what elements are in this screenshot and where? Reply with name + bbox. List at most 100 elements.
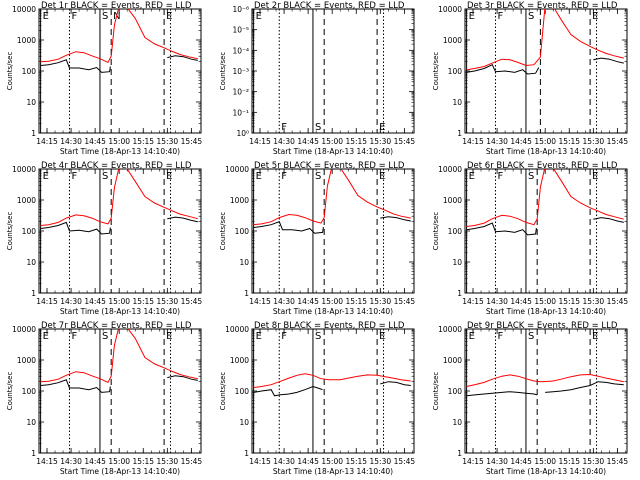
marker-label: S xyxy=(102,11,108,22)
series-lld-line xyxy=(253,373,411,388)
plot-title: Det 3r BLACK = Events, RED = LLD xyxy=(467,1,618,11)
x-tick-label: 15:00 xyxy=(321,457,343,466)
marker-label: F xyxy=(497,11,503,22)
y-tick-label: 1000 xyxy=(443,356,462,365)
marker-label: S xyxy=(528,11,534,22)
y-tick-label: 10000 xyxy=(225,325,249,334)
y-tick-label: 10 xyxy=(26,418,36,427)
x-tick-label: 14:30 xyxy=(273,137,295,146)
plot-frame xyxy=(251,328,415,454)
plot-title: Det 8r BLACK = Events, RED = LLD xyxy=(254,321,405,331)
y-tick-label: 10 xyxy=(452,258,462,267)
marker-label: E xyxy=(166,11,172,22)
x-tick-label: 15:00 xyxy=(108,457,130,466)
plot-frame xyxy=(464,328,628,454)
series-events-line xyxy=(466,64,540,75)
x-tick-label: 15:45 xyxy=(181,457,203,466)
y-axis-label: Counts/sec xyxy=(432,52,440,91)
y-tick-label: 10000 xyxy=(12,5,36,14)
plot-title: Det 1r BLACK = Events, RED = LLD xyxy=(41,1,192,11)
y-tick-label: 10⁻² xyxy=(232,88,249,97)
x-tick-label: 15:30 xyxy=(157,457,179,466)
y-tick-label: 10 xyxy=(452,98,462,107)
x-tick-label: 15:00 xyxy=(534,457,556,466)
y-axis-label: Counts/sec xyxy=(432,212,440,251)
marker-label: E xyxy=(469,331,475,342)
x-axis-label: Start Time (18-Apr-13 14:10:40) xyxy=(60,307,180,316)
series-lld-line xyxy=(466,9,624,71)
x-tick-label: 14:15 xyxy=(249,297,271,306)
marker-label: E xyxy=(256,331,262,342)
marker-label: F xyxy=(71,331,77,342)
y-axis-label: Counts/sec xyxy=(219,212,227,251)
series-lld-line xyxy=(40,169,198,226)
y-tick-label: 1000 xyxy=(17,356,36,365)
x-tick-label: 15:00 xyxy=(321,137,343,146)
plot-panel-4: Det 4r BLACK = Events, RED = LLD 1 10 100 10… xyxy=(6,161,202,316)
series-events-line xyxy=(40,59,111,73)
plot-panel-8: Det 8r BLACK = Events, RED = LLD 1 10 100 10… xyxy=(219,321,415,476)
x-tick-label: 14:45 xyxy=(297,137,319,146)
x-tick-label: 14:15 xyxy=(36,457,58,466)
x-axis-label: Start Time (18-Apr-13 14:10:40) xyxy=(273,307,393,316)
x-tick-label: 15:45 xyxy=(607,137,629,146)
marker-label: E xyxy=(592,171,598,182)
marker-label: S xyxy=(102,331,108,342)
x-tick-label: 15:30 xyxy=(583,137,605,146)
x-tick-label: 15:15 xyxy=(558,297,580,306)
x-tick-label: 14:45 xyxy=(84,297,106,306)
x-axis-label: Start Time (18-Apr-13 14:10:40) xyxy=(486,307,606,316)
x-tick-label: 15:00 xyxy=(534,297,556,306)
x-tick-label: 14:15 xyxy=(249,457,271,466)
x-axis-label: Start Time (18-Apr-13 14:10:40) xyxy=(273,467,393,476)
x-tick-label: 15:45 xyxy=(394,457,416,466)
x-tick-label: 15:15 xyxy=(345,457,367,466)
x-axis-label: Start Time (18-Apr-13 14:10:40) xyxy=(273,147,393,156)
plot-panel-2: Det 2r BLACK = Events, RED = LLD 10⁰ 10⁻¹ 1… xyxy=(219,1,415,156)
marker-label: S xyxy=(102,171,108,182)
series-events-line xyxy=(167,55,198,61)
y-axis-label: Counts/sec xyxy=(219,52,227,91)
y-tick-label: 10000 xyxy=(438,5,462,14)
y-tick-label: 1000 xyxy=(17,36,36,45)
y-tick-label: 100 xyxy=(22,387,37,396)
y-tick-label: 10 xyxy=(239,258,249,267)
x-tick-label: 15:15 xyxy=(132,457,154,466)
series-events-line xyxy=(593,57,624,64)
x-tick-label: 15:15 xyxy=(345,297,367,306)
plot-frame xyxy=(38,328,202,454)
marker-label: S xyxy=(528,171,534,182)
y-tick-label: 1 xyxy=(31,289,36,298)
y-tick-label: 1 xyxy=(244,449,249,458)
x-tick-label: 14:45 xyxy=(510,297,532,306)
plot-frame xyxy=(464,8,628,134)
x-tick-label: 14:45 xyxy=(297,457,319,466)
x-tick-label: 14:15 xyxy=(36,297,58,306)
x-tick-label: 14:45 xyxy=(84,457,106,466)
plot-title: Det 9r BLACK = Events, RED = LLD xyxy=(467,321,618,331)
marker-label: E xyxy=(379,331,385,342)
y-tick-label: 10⁻³ xyxy=(232,67,249,76)
y-tick-label: 1 xyxy=(31,449,36,458)
plot-frame xyxy=(251,168,415,294)
marker-label: E xyxy=(469,171,475,182)
x-tick-label: 14:45 xyxy=(510,457,532,466)
marker-label: E xyxy=(43,171,49,182)
series-events-line xyxy=(380,216,411,222)
x-tick-label: 15:30 xyxy=(370,297,392,306)
plot-panel-6: Det 6r BLACK = Events, RED = LLD 1 10 100 10… xyxy=(432,161,628,316)
y-tick-label: 10⁻⁵ xyxy=(232,26,249,35)
plot-panel-1: Det 1r BLACK = Events, RED = LLD 1 10 100 10… xyxy=(6,1,202,156)
marker-label: E xyxy=(166,331,172,342)
y-tick-label: 10000 xyxy=(438,165,462,174)
y-tick-label: 1000 xyxy=(230,356,249,365)
marker-label: E xyxy=(379,122,385,133)
series-lld-line xyxy=(40,329,198,384)
y-tick-label: 10000 xyxy=(225,165,249,174)
x-tick-label: 15:30 xyxy=(370,457,392,466)
x-tick-label: 14:15 xyxy=(462,457,484,466)
x-tick-label: 15:15 xyxy=(558,457,580,466)
plot-title: Det 2r BLACK = Events, RED = LLD xyxy=(254,1,405,11)
x-tick-label: 15:30 xyxy=(583,297,605,306)
